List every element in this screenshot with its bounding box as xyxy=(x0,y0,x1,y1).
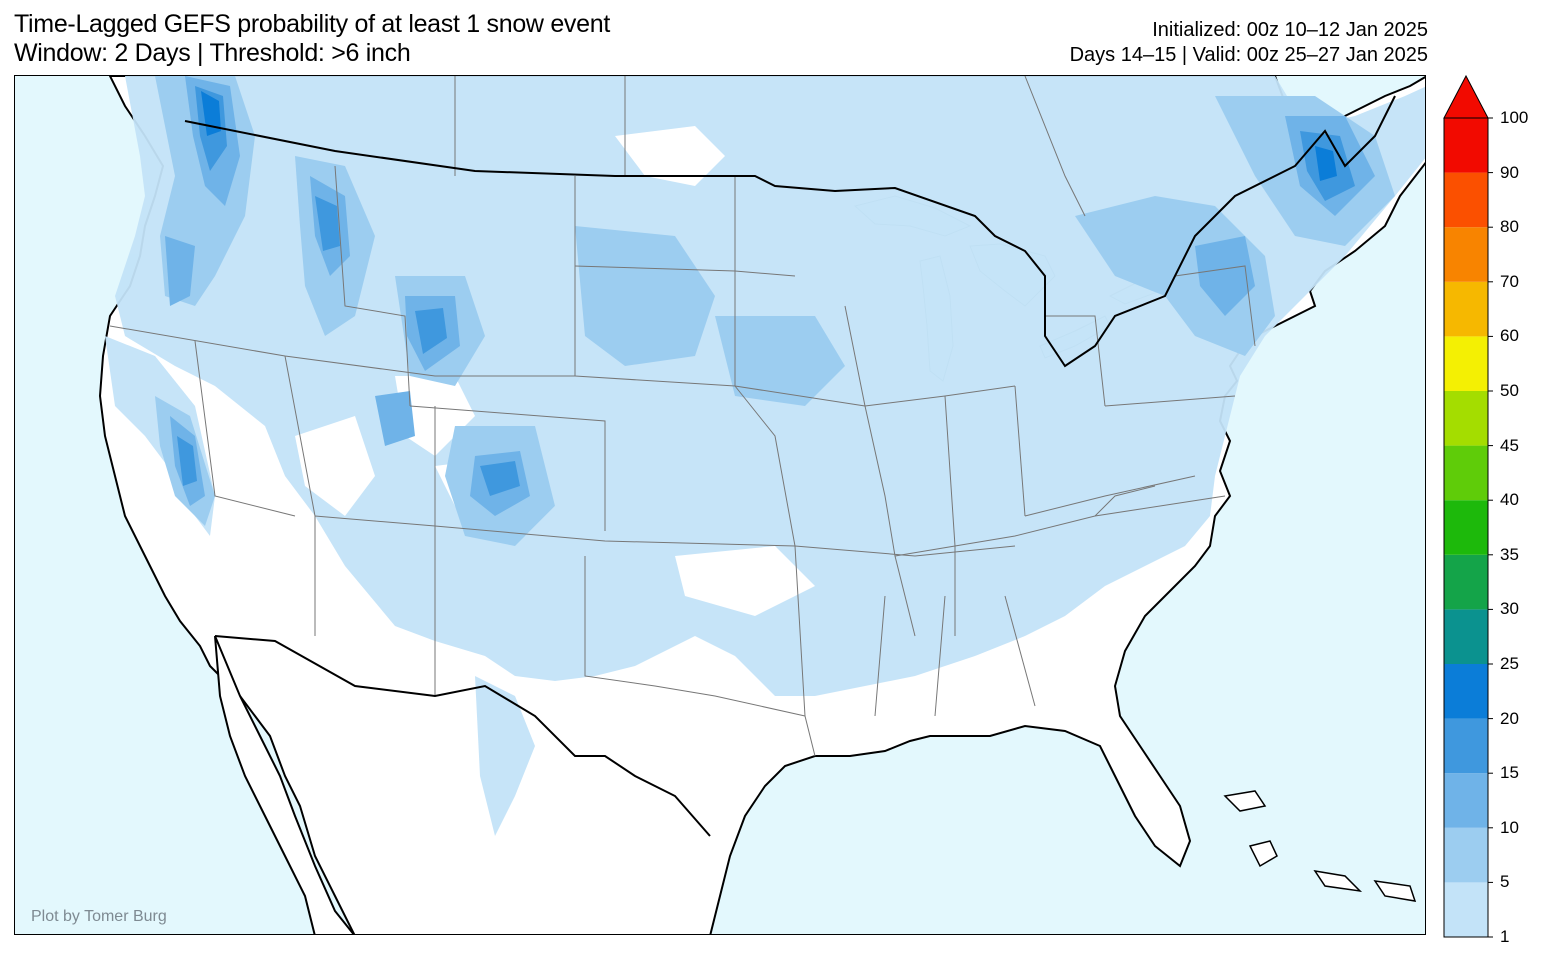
colorbar-extend-arrow xyxy=(1443,74,1489,119)
colorbar-segment-1 xyxy=(1444,882,1488,937)
colorbar-tick-label: 30 xyxy=(1500,599,1519,619)
colorbar: 1 5 10 15 20 25 30 35 40 45 50 60 70 80 90 100 xyxy=(1442,74,1550,946)
colorbar-tick-label: 1 xyxy=(1500,927,1510,946)
colorbar-frame xyxy=(1443,117,1489,938)
colorbar-segment-45 xyxy=(1444,391,1488,446)
colorbar-segment-60 xyxy=(1444,281,1488,337)
colorbar-tick-label: 80 xyxy=(1500,217,1519,237)
colorbar-segment-20 xyxy=(1444,664,1488,719)
chart-subtitle: Window: 2 Days | Threshold: >6 inch xyxy=(14,39,411,67)
colorbar-tick-label: 90 xyxy=(1500,162,1519,182)
initialized-label: Initialized: 00z 10–12 Jan 2025 xyxy=(1152,19,1428,41)
colorbar-tick-label: 100 xyxy=(1500,108,1529,127)
national-borders xyxy=(184,95,1396,837)
colorbar-segment-90 xyxy=(1444,118,1488,173)
colorbar-tick-label: 40 xyxy=(1500,490,1519,510)
colorbar-tick-label: 50 xyxy=(1500,381,1519,400)
run-info-block: Initialized: 00z 10–12 Jan 2025 Days 14–… xyxy=(1070,18,1428,68)
colorbar-segment-15 xyxy=(1444,718,1488,774)
colorbar-segment-35 xyxy=(1444,500,1488,555)
caribbean-islands xyxy=(1223,790,1417,902)
colorbar-tick-label: 60 xyxy=(1500,326,1519,346)
colorbar-segment-5 xyxy=(1444,827,1488,883)
plot-credit: Plot by Tomer Burg xyxy=(31,908,167,925)
state-boundaries xyxy=(109,76,1256,757)
land-baja xyxy=(214,635,355,934)
colorbar-tick-label: 25 xyxy=(1500,654,1519,673)
colorbar-segment-25 xyxy=(1444,609,1488,664)
colorbar-tick-label: 70 xyxy=(1500,271,1519,291)
map-panel[interactable]: Plot by Tomer Burg xyxy=(14,75,1426,935)
colorbar-segment-10 xyxy=(1444,773,1488,828)
chart-title-block: Time-Lagged GEFS probability of at least… xyxy=(14,10,610,68)
colorbar-tick-label: 10 xyxy=(1500,817,1519,837)
colorbar-segment-50 xyxy=(1444,336,1488,391)
valid-label: Days 14–15 | Valid: 00z 25–27 Jan 2025 xyxy=(1069,44,1428,66)
colorbar-tick-label: 15 xyxy=(1500,763,1519,783)
colorbar-segment-80 xyxy=(1444,172,1488,228)
colorbar-segment-70 xyxy=(1444,227,1488,282)
chart-title: Time-Lagged GEFS probability of at least… xyxy=(14,10,610,38)
colorbar-tick-label: 20 xyxy=(1500,708,1519,728)
colorbar-tick-label: 5 xyxy=(1500,872,1510,892)
colorbar-graphic xyxy=(1443,74,1493,938)
colorbar-tick-label: 35 xyxy=(1500,544,1519,564)
colorbar-segment-30 xyxy=(1444,554,1488,610)
colorbar-segment-40 xyxy=(1444,445,1488,501)
colorbar-tick-label: 45 xyxy=(1500,435,1519,455)
map-canvas xyxy=(15,76,1425,934)
